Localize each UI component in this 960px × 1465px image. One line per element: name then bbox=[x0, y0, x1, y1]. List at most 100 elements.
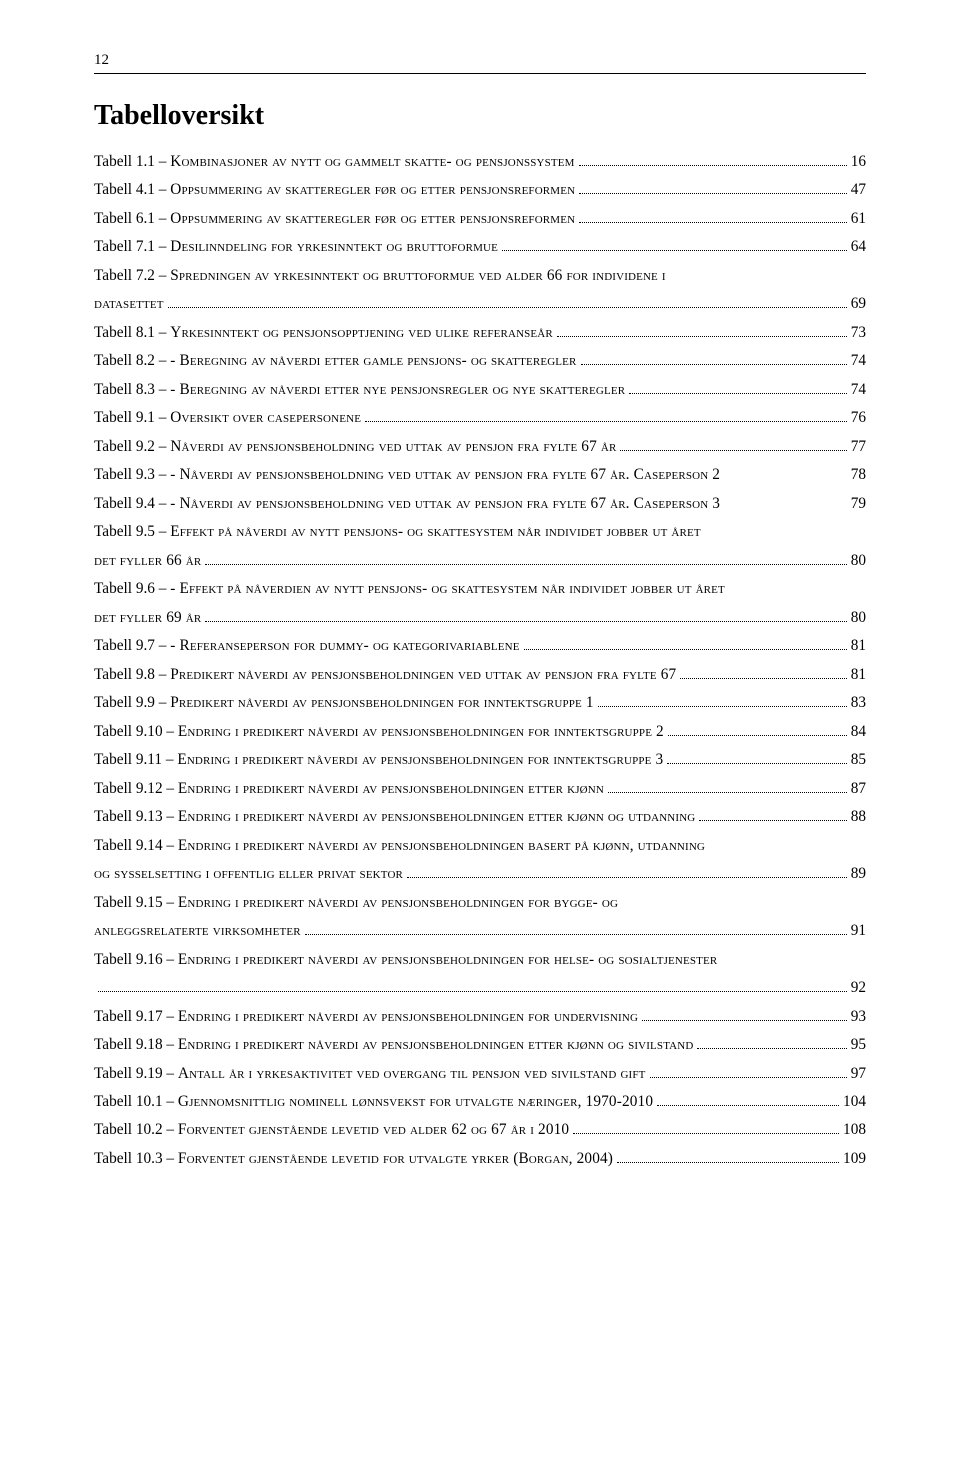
toc-leader bbox=[365, 420, 847, 422]
toc-entry-label: Tabell bbox=[94, 352, 136, 369]
toc-entry-page: 74 bbox=[851, 382, 866, 397]
toc-entry-page: 61 bbox=[851, 211, 866, 226]
toc-entry-page: 93 bbox=[851, 1009, 866, 1024]
toc-leader bbox=[650, 1076, 847, 1078]
toc-entry-number: 1.1 – bbox=[136, 153, 170, 170]
toc-entry-page: 91 bbox=[851, 923, 866, 938]
toc-leader bbox=[620, 449, 846, 451]
toc-entry-label: Tabell bbox=[94, 837, 136, 854]
toc-entry: Tabell 10.1 – Gjennomsnittlig nominell l… bbox=[94, 1094, 866, 1109]
toc-entry-page: 84 bbox=[851, 724, 866, 739]
toc-entry: Tabell 9.12 – Endring i predikert nåverd… bbox=[94, 781, 866, 796]
toc-entry-number: 9.4 – bbox=[136, 495, 170, 512]
toc-entry-number: 9.15 – bbox=[136, 894, 178, 911]
toc-entry-title: - Referanseperson for dummy- og kategori… bbox=[170, 637, 519, 654]
toc-entry-page: 89 bbox=[851, 866, 866, 881]
toc-entry: Tabell 8.3 – - Beregning av nåverdi ette… bbox=[94, 382, 866, 397]
toc-entry-page: 87 bbox=[851, 781, 866, 796]
toc-entry-number: 9.7 – bbox=[136, 637, 170, 654]
toc-entry: Tabell 10.3 – Forventet gjenstående leve… bbox=[94, 1151, 866, 1166]
toc-entry-number: 9.1 – bbox=[136, 409, 170, 426]
toc-entry-page: 80 bbox=[851, 553, 866, 568]
toc-entry-label: Tabell bbox=[94, 324, 136, 341]
toc-leader bbox=[98, 990, 847, 992]
toc-entry-title-continued: det fyller 66 år bbox=[94, 552, 201, 569]
toc-entry-number: 8.3 – bbox=[136, 381, 170, 398]
toc-entry-number: 9.13 – bbox=[136, 808, 178, 825]
toc-entry: Tabell 9.8 – Predikert nåverdi av pensjo… bbox=[94, 667, 866, 682]
toc-entry-number: 9.10 – bbox=[136, 723, 178, 740]
toc-entry-number: 9.5 – bbox=[136, 523, 170, 540]
toc-entry-page: 95 bbox=[851, 1037, 866, 1052]
toc-entry: Tabell 1.1 – Kombinasjoner av nytt og ga… bbox=[94, 154, 866, 169]
toc-entry-title: Antall år i yrkesaktivitet ved overgang … bbox=[178, 1065, 646, 1082]
toc-entry-page: 92 bbox=[851, 980, 866, 995]
toc-entry-title: Predikert nåverdi av pensjonsbeholdninge… bbox=[170, 666, 676, 683]
toc-entry-label: Tabell bbox=[94, 267, 136, 284]
toc-entry-page: 83 bbox=[851, 695, 866, 710]
toc-entry-title: Predikert nåverdi av pensjonsbeholdninge… bbox=[170, 694, 593, 711]
toc-entry-number: 9.18 – bbox=[136, 1036, 178, 1053]
toc-leader bbox=[573, 1132, 839, 1134]
toc-entry-page: 109 bbox=[843, 1151, 866, 1166]
toc-entry-title: Endring i predikert nåverdi av pensjonsb… bbox=[178, 837, 705, 854]
toc-leader bbox=[617, 1161, 839, 1163]
toc-entry-number: 6.1 – bbox=[136, 210, 170, 227]
toc-entry-title: Effekt på nåverdi av nytt pensjons- og s… bbox=[170, 523, 700, 540]
toc-entry: Tabell 9.9 – Predikert nåverdi av pensjo… bbox=[94, 695, 866, 710]
toc-entry-title: Endring i predikert nåverdi av pensjonsb… bbox=[178, 951, 717, 968]
toc-leader bbox=[699, 819, 846, 821]
toc-leader bbox=[668, 734, 847, 736]
toc-entry: Tabell 4.1 – Oppsummering av skatteregle… bbox=[94, 182, 866, 197]
toc-leader bbox=[205, 620, 846, 622]
toc-entry-page: 47 bbox=[851, 182, 866, 197]
toc-entry-label: Tabell bbox=[94, 523, 136, 540]
toc-entry-label: Tabell bbox=[94, 894, 136, 911]
toc-entry: Tabell 10.2 – Forventet gjenstående leve… bbox=[94, 1122, 866, 1137]
toc-entry-page: 16 bbox=[851, 154, 866, 169]
toc-entry-title: Gjennomsnittlig nominell lønnsvekst for … bbox=[178, 1093, 653, 1110]
toc-entry-number: 9.9 – bbox=[136, 694, 170, 711]
toc-entry-label: Tabell bbox=[94, 694, 136, 711]
toc-entry: Tabell 6.1 – Oppsummering av skatteregle… bbox=[94, 211, 866, 226]
toc-entry-page: 85 bbox=[851, 752, 866, 767]
toc-entry-title-continued: og sysselsetting i offentlig eller priva… bbox=[94, 865, 403, 882]
toc-entry-number: 10.1 – bbox=[136, 1093, 178, 1110]
toc-entry: Tabell 9.19 – Antall år i yrkesaktivitet… bbox=[94, 1066, 866, 1081]
toc-entry-number: 9.3 – bbox=[136, 466, 170, 483]
toc-entry-label: Tabell bbox=[94, 381, 136, 398]
toc-entry-title: Kombinasjoner av nytt og gammelt skatte-… bbox=[170, 153, 574, 170]
toc-entry-label: Tabell bbox=[94, 1121, 136, 1138]
toc-entry-label: Tabell bbox=[94, 580, 136, 597]
toc-entry-label: Tabell bbox=[94, 409, 136, 426]
toc-leader bbox=[524, 648, 847, 650]
toc-entry-page: 77 bbox=[851, 439, 866, 454]
toc-entry: Tabell 9.3 – - Nåverdi av pensjonsbehold… bbox=[94, 467, 866, 482]
toc-entry: Tabell 8.1 – Yrkesinntekt og pensjonsopp… bbox=[94, 325, 866, 340]
toc-entry-page: 79 bbox=[851, 496, 866, 511]
toc-entry: Tabell 9.7 – - Referanseperson for dummy… bbox=[94, 638, 866, 653]
toc-entry-page: 108 bbox=[843, 1122, 866, 1137]
toc-entry-page: 76 bbox=[851, 410, 866, 425]
toc-entry-number: 9.2 – bbox=[136, 438, 170, 455]
toc-entry-label: Tabell bbox=[94, 808, 136, 825]
toc-leader bbox=[642, 1019, 847, 1021]
toc-leader bbox=[657, 1104, 839, 1106]
toc-entry-number: 9.17 – bbox=[136, 1008, 178, 1025]
toc-entry: Tabell 9.18 – Endring i predikert nåverd… bbox=[94, 1037, 866, 1052]
toc-entry-title: Endring i predikert nåverdi av pensjonsb… bbox=[178, 1008, 638, 1025]
toc-leader bbox=[502, 249, 847, 251]
toc-entry-label: Tabell bbox=[94, 637, 136, 654]
toc-entry-number: 8.1 – bbox=[136, 324, 170, 341]
toc-leader bbox=[680, 677, 846, 679]
toc-entry-title-continued: anleggsrelaterte virksomheter bbox=[94, 922, 301, 939]
toc-leader bbox=[579, 192, 847, 194]
toc-entry-label: Tabell bbox=[94, 951, 136, 968]
toc-entry: Tabell 9.16 – Endring i predikert nåverd… bbox=[94, 952, 866, 996]
toc-entry: Tabell 9.5 – Effekt på nåverdi av nytt p… bbox=[94, 524, 866, 568]
toc-entry-label: Tabell bbox=[94, 438, 136, 455]
toc-entry-title: - Effekt på nåverdien av nytt pensjons- … bbox=[170, 580, 725, 597]
toc-entry: Tabell 7.2 – Spredningen av yrkesinntekt… bbox=[94, 268, 866, 312]
toc-entry-title-continued: datasettet bbox=[94, 295, 164, 312]
toc-leader bbox=[407, 876, 847, 878]
